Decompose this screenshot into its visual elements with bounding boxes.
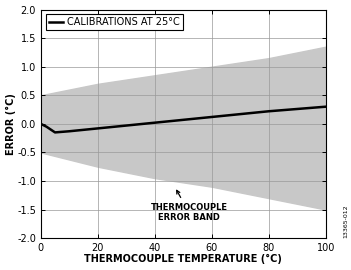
Text: THERMOCOUPLE
ERROR BAND: THERMOCOUPLE ERROR BAND (151, 190, 227, 222)
CALIBRATIONS AT 25°C (324, 105, 328, 108)
CALIBRATIONS AT 25°C (67, 130, 71, 133)
CALIBRATIONS AT 25°C (267, 110, 271, 113)
Text: 13365-012: 13365-012 (343, 204, 348, 238)
CALIBRATIONS AT 25°C (210, 115, 214, 119)
X-axis label: THERMOCOUPLE TEMPERATURE (°C): THERMOCOUPLE TEMPERATURE (°C) (84, 254, 282, 264)
Y-axis label: ERROR (°C): ERROR (°C) (6, 93, 16, 155)
CALIBRATIONS AT 25°C (95, 127, 100, 130)
CALIBRATIONS AT 25°C (39, 122, 43, 126)
Line: CALIBRATIONS AT 25°C: CALIBRATIONS AT 25°C (41, 107, 326, 132)
CALIBRATIONS AT 25°C (44, 125, 48, 128)
CALIBRATIONS AT 25°C (53, 131, 57, 134)
Legend: CALIBRATIONS AT 25°C: CALIBRATIONS AT 25°C (46, 14, 183, 30)
CALIBRATIONS AT 25°C (153, 121, 157, 124)
